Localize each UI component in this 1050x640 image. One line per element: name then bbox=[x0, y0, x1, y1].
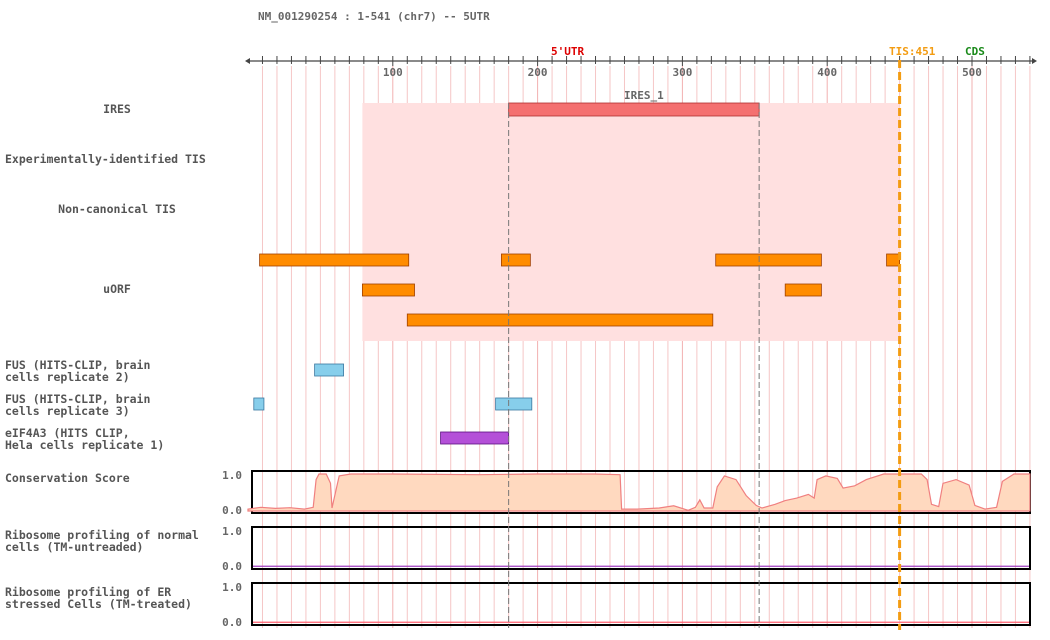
conservation-ymax-label: 1.0 bbox=[222, 469, 242, 482]
track-labels: IRES Experimentally-identified TIS Non-can… bbox=[5, 102, 206, 611]
ribo-er-ymin-label: 0.0 bbox=[222, 616, 242, 629]
uorf-bar bbox=[361, 283, 415, 297]
uorf-bar bbox=[715, 253, 822, 267]
ribo-normal-ymax-label: 1.0 bbox=[222, 525, 242, 538]
ires-feature-bar bbox=[508, 102, 760, 117]
track-label-noncanon-tis: Non-canonical TIS bbox=[58, 202, 176, 216]
transcript-title: NM_001290254 : 1-541 (chr7) -- 5UTR bbox=[258, 10, 490, 23]
track-label-ribo-er-2: stressed Cells (TM-treated) bbox=[5, 597, 192, 611]
eif4a3-peak bbox=[440, 431, 510, 445]
axis-tick-label: 200 bbox=[528, 66, 548, 79]
feature-layer: IRES_1 bbox=[253, 89, 900, 445]
uorf-bar bbox=[886, 253, 900, 267]
fus-rep3-peak bbox=[495, 397, 533, 411]
axis-arrow-right bbox=[1032, 58, 1037, 64]
uorf-bar bbox=[406, 313, 714, 327]
track-label-conservation: Conservation Score bbox=[5, 471, 130, 485]
track-label-ires: IRES bbox=[103, 102, 131, 116]
axis-tick-label: 100 bbox=[383, 66, 403, 79]
track-label-fus-3-2: cells replicate 3) bbox=[5, 404, 130, 418]
ribo-er-ymax-label: 1.0 bbox=[222, 581, 242, 594]
tis-label: TIS:451 bbox=[889, 45, 936, 58]
fus-rep3-peak bbox=[253, 397, 265, 411]
ribo-normal-frame bbox=[251, 526, 1031, 570]
axis-tick-label: 300 bbox=[672, 66, 692, 79]
ires-region-layer bbox=[362, 103, 900, 341]
axis-tick-label: 400 bbox=[817, 66, 837, 79]
cds-label: CDS bbox=[965, 45, 985, 58]
fus-rep2-peak bbox=[314, 363, 344, 377]
track-label-uorf: uORF bbox=[103, 282, 131, 296]
grid-lines bbox=[261, 66, 1031, 628]
position-axis: 100 200 300 400 500 bbox=[245, 56, 1037, 79]
utr-label: 5'UTR bbox=[551, 45, 584, 58]
track-label-fus-2: FUS (HITS-CLIP, brain bbox=[5, 358, 150, 372]
ribo-normal-ymin-label: 0.0 bbox=[222, 560, 242, 573]
overlay-layer bbox=[508, 60, 902, 630]
track-label-exp-tis: Experimentally-identified TIS bbox=[5, 152, 206, 166]
ribo-er-frame bbox=[251, 582, 1031, 626]
track-label-ribo-normal-2: cells (TM-untreaded) bbox=[5, 540, 143, 554]
uorf-bar bbox=[784, 283, 822, 297]
track-label-eif4a3: eIF4A3 (HITS CLIP, bbox=[5, 426, 130, 440]
track-label-ribo-normal: Ribosome profiling of normal bbox=[5, 528, 199, 542]
ires-feature-label: IRES_1 bbox=[624, 89, 664, 102]
axis-arrow-left bbox=[245, 58, 250, 64]
uorf-bar bbox=[259, 253, 410, 267]
track-label-ribo-er: Ribosome profiling of ER bbox=[5, 585, 171, 599]
axis-tick-label: 500 bbox=[962, 66, 982, 79]
track-label-eif4a3-2: Hela cells replicate 1) bbox=[5, 438, 164, 452]
conservation-area bbox=[247, 473, 1031, 512]
track-label-fus-3: FUS (HITS-CLIP, brain bbox=[5, 392, 150, 406]
plot-layer: 1.0 0.0 1.0 0.0 1.0 0.0 bbox=[222, 469, 1031, 629]
uorf-bar bbox=[500, 253, 531, 267]
ires-region-highlight bbox=[362, 103, 900, 341]
track-label-fus-2-2: cells replicate 2) bbox=[5, 370, 130, 384]
conservation-ymin-label: 0.0 bbox=[222, 504, 242, 517]
